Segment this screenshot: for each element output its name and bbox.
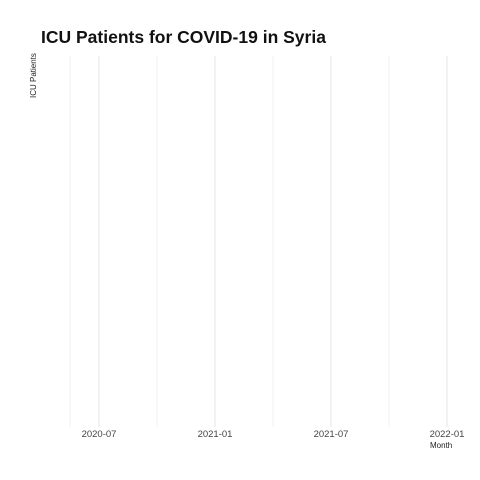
x-tick-label: 2022-01 bbox=[430, 429, 465, 440]
x-tick-label: 2020-07 bbox=[82, 429, 117, 440]
chart-title: ICU Patients for COVID-19 in Syria bbox=[41, 27, 326, 47]
gridlines bbox=[69, 56, 448, 427]
y-axis-label: ICU Patients bbox=[29, 53, 38, 98]
x-tick-label: 2021-01 bbox=[198, 429, 233, 440]
x-tick-label: 2021-07 bbox=[314, 429, 349, 440]
x-axis-label: Month bbox=[430, 441, 452, 450]
x-tick-labels: 2020-07 2021-01 2021-07 2022-01 bbox=[82, 429, 465, 440]
